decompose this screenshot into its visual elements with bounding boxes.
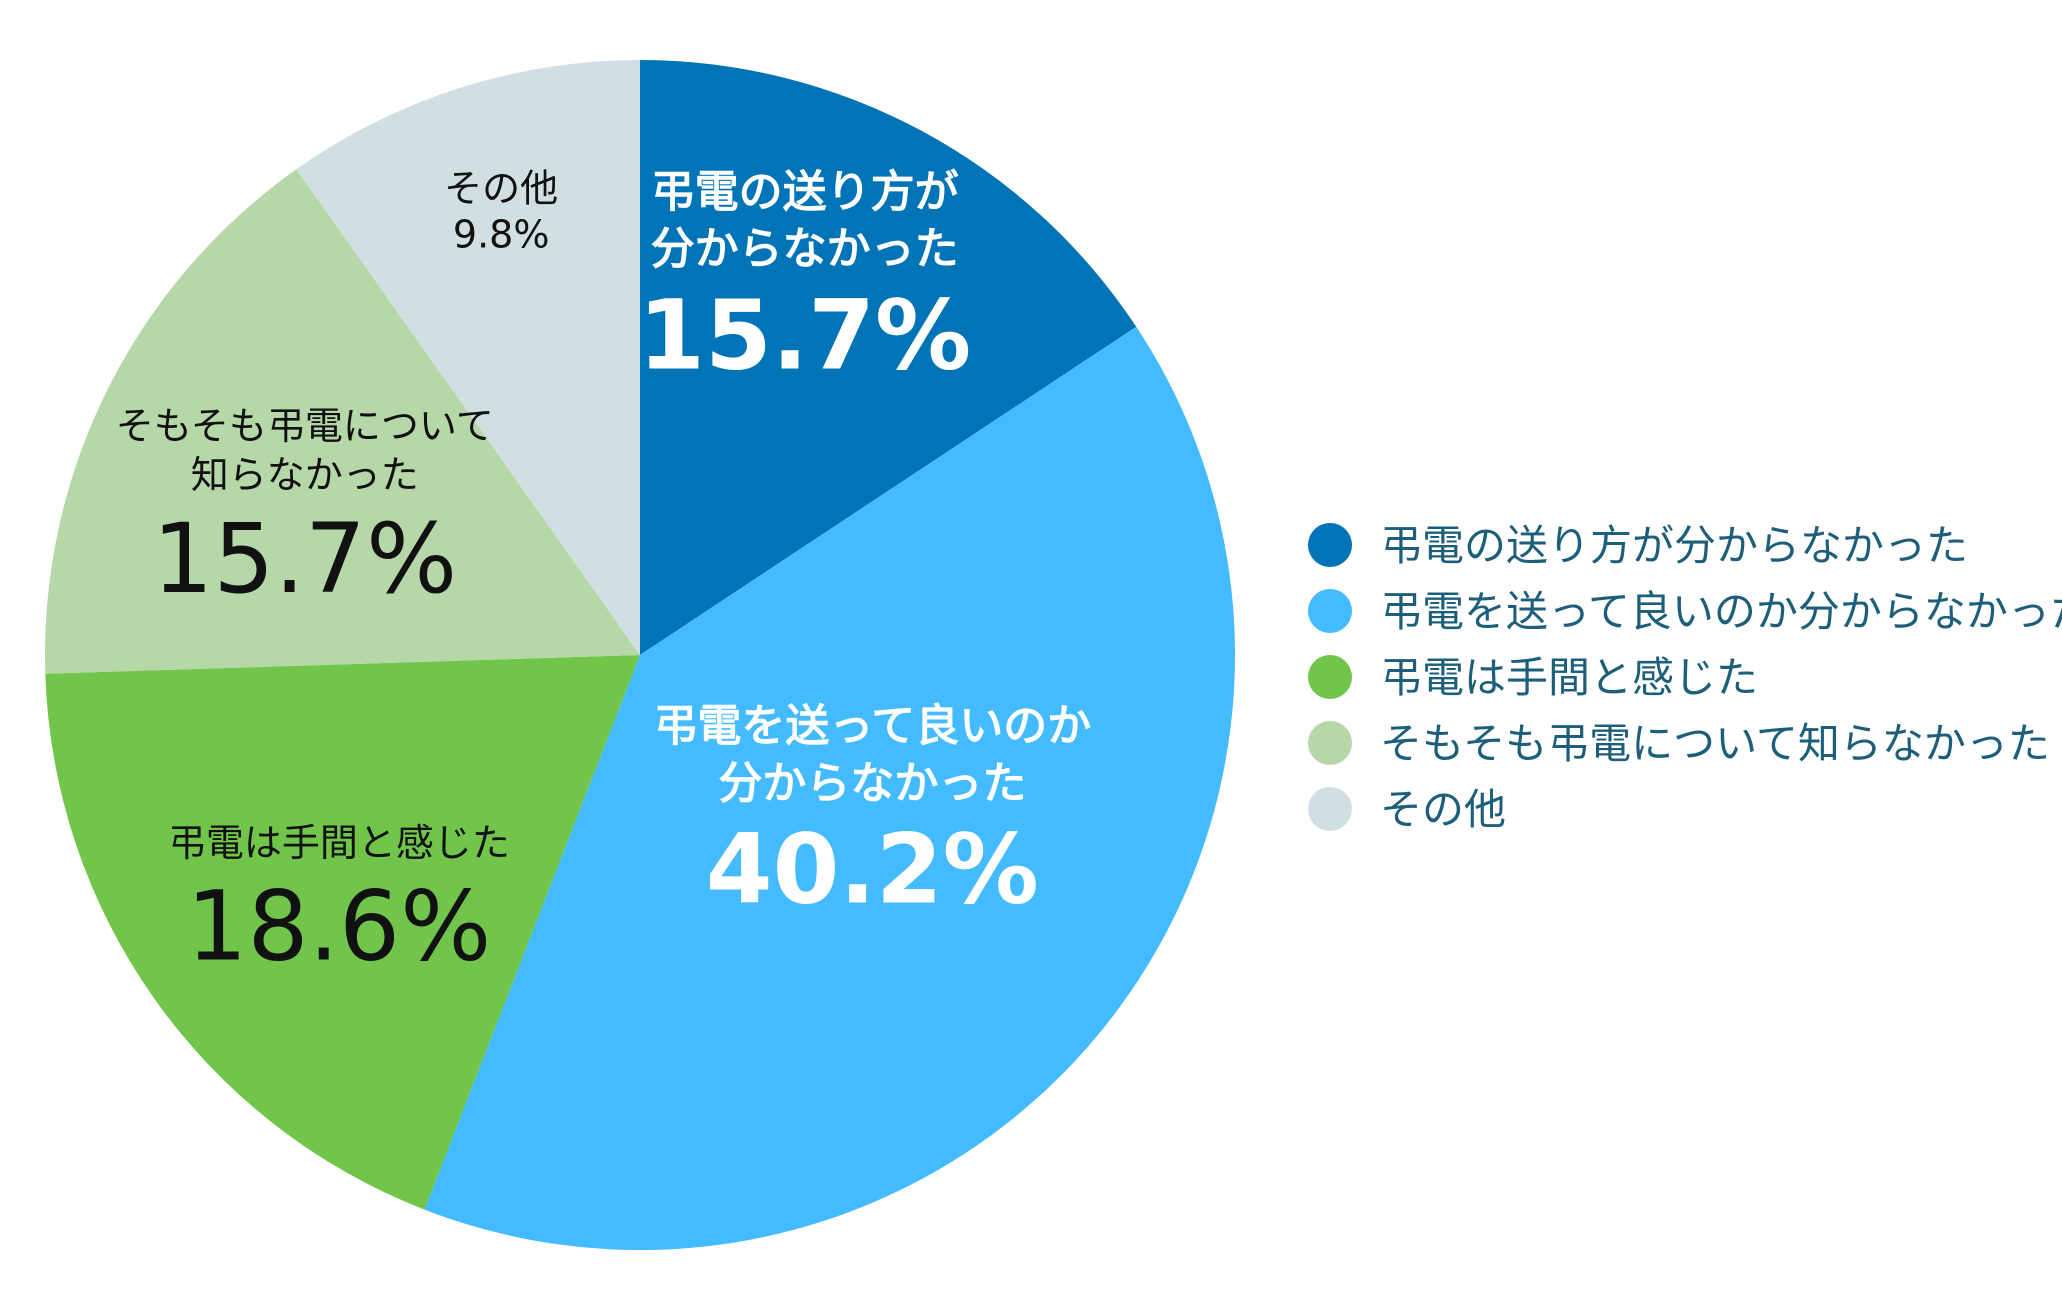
slice-value-label: 15.7% [152,503,457,615]
slice-value-label: 18.6% [186,871,491,983]
pie-slice [45,655,641,1210]
pie-slice [424,326,1235,1250]
pie-slice [640,60,1137,655]
legend-swatch [1308,589,1352,633]
slice-label: 弔電は手間と感じた [168,821,510,865]
pie-slice [296,60,640,655]
legend-label: その他 [1380,785,1506,834]
legend: 弔電の送り方が分からなかった弔電を送って良いのか分からなかった弔電は手間と感じた… [1308,521,2062,834]
slice-value-label: 40.2% [706,814,1039,926]
slice-label: その他 [444,167,558,211]
legend-label: 弔電の送り方が分からなかった [1380,521,1968,570]
pie-slices [45,60,1235,1250]
slice-label: 分からなかった [718,758,1026,809]
legend-swatch [1308,721,1352,765]
slice-label: 弔電を送って良いのか [653,701,1091,752]
slice-label: 弔電の送り方が [651,166,959,217]
legend-label: そもそも弔電について知らなかった [1380,719,2050,768]
slice-value-label: 9.8% [453,212,550,256]
legend-swatch [1308,787,1352,831]
slice-value-label: 15.7% [638,279,971,391]
legend-swatch [1308,655,1352,699]
slice-label: 知らなかった [191,453,419,497]
pie-slice [45,169,640,674]
pie-slice-labels: 弔電の送り方が分からなかった15.7%弔電を送って良いのか分からなかった40.2… [116,166,1092,982]
slice-label: 分からなかった [651,224,959,275]
legend-label: 弔電は手間と感じた [1380,653,1758,702]
legend-label: 弔電を送って良いのか分からなかった [1380,587,2062,636]
legend-swatch [1308,523,1352,567]
slice-label: そもそも弔電について [116,404,494,448]
